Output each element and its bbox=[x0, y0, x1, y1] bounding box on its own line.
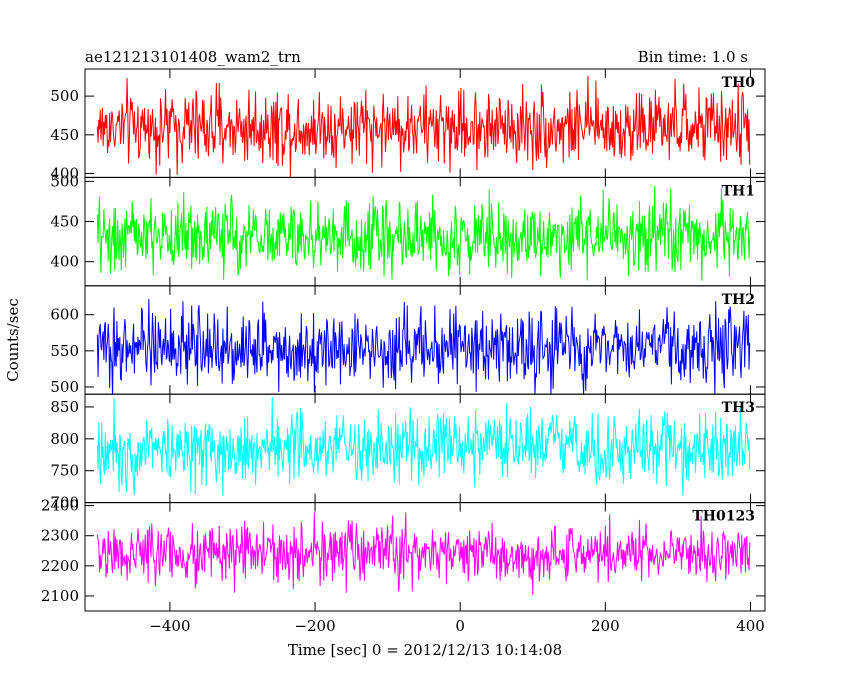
series-line-th2 bbox=[96, 298, 751, 395]
x-axis-title: Time [sec] 0 = 2012/12/13 10:14:08 bbox=[288, 641, 562, 659]
panel-th0123: 2100 2200 2300 2400 TH0123 bbox=[41, 497, 766, 612]
y-tick-label: 450 bbox=[50, 213, 79, 231]
series-label-th2: TH2 bbox=[722, 292, 755, 308]
y-tick-label: 800 bbox=[50, 430, 79, 448]
x-axis: −400 −200 0 200 400 bbox=[149, 617, 764, 635]
panel-th0: 400 450 500 TH0 bbox=[50, 68, 766, 183]
y-tick-label: 750 bbox=[50, 462, 79, 480]
x-tick-label: 200 bbox=[591, 617, 620, 635]
series-label-th0123: TH0123 bbox=[692, 509, 755, 525]
y-tick-label: 500 bbox=[50, 172, 79, 190]
y-tick-label: 400 bbox=[50, 165, 79, 183]
y-tick-label: 500 bbox=[50, 87, 79, 105]
y-tick-label: 600 bbox=[50, 306, 79, 324]
series-label-th3: TH3 bbox=[722, 400, 755, 416]
y-tick-label: 2300 bbox=[41, 527, 79, 545]
y-tick-label: 450 bbox=[50, 126, 79, 144]
series-label-th0: TH0 bbox=[722, 75, 756, 91]
y-axis-title: Counts/sec bbox=[4, 298, 22, 382]
x-tick-label: −200 bbox=[294, 617, 335, 635]
y-tick-label: 700 bbox=[50, 494, 79, 512]
series-line-th1 bbox=[96, 185, 751, 281]
y-tick-label: 2400 bbox=[41, 497, 79, 515]
y-tick-label: 550 bbox=[50, 342, 79, 360]
y-tick-label: 850 bbox=[50, 398, 79, 416]
series-label-th1: TH1 bbox=[722, 183, 755, 199]
series-line-th0123 bbox=[96, 512, 751, 596]
y-tick-label: 2200 bbox=[41, 557, 79, 575]
x-tick-label: −400 bbox=[149, 617, 190, 635]
y-tick-label: 2100 bbox=[41, 587, 79, 605]
x-tick-label: 400 bbox=[736, 617, 765, 635]
panel-th3: 700 750 800 850 TH3 bbox=[50, 393, 766, 512]
panel-th2: 500 550 600 TH2 bbox=[50, 285, 766, 396]
y-tick-label: 400 bbox=[50, 253, 79, 271]
panel-frame bbox=[84, 502, 766, 612]
panel-th1: 400 450 500 TH1 bbox=[50, 172, 766, 287]
bin-time-label: Bin time: 1.0 s bbox=[638, 48, 748, 66]
panels-group: 400450500TH0400450500TH1500550600TH27007… bbox=[41, 68, 766, 612]
chart-title: ae121213101408_wam2_trn bbox=[85, 48, 301, 66]
series-line-th3 bbox=[96, 397, 751, 496]
series-line-th0 bbox=[96, 75, 751, 178]
y-tick-label: 500 bbox=[50, 378, 79, 396]
x-tick-label: 0 bbox=[455, 617, 465, 635]
